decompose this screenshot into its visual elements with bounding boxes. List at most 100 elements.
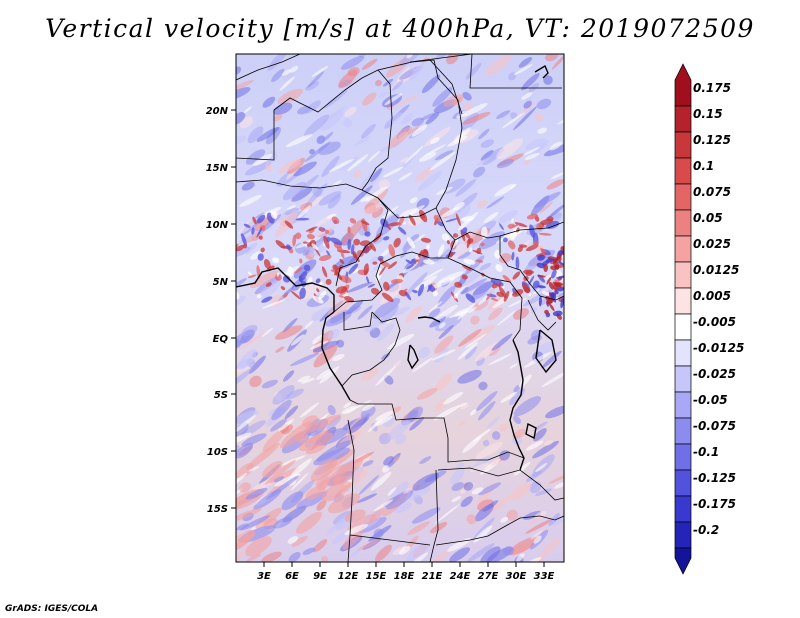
velocity-cell	[344, 509, 366, 523]
velocity-cell	[407, 521, 430, 536]
velocity-cell	[461, 227, 468, 235]
velocity-cell	[480, 150, 494, 161]
velocity-cell	[545, 54, 559, 62]
velocity-cell	[528, 82, 540, 93]
velocity-cell	[262, 429, 285, 453]
velocity-cell	[458, 420, 466, 426]
colorbar-label: -0.2	[693, 523, 719, 537]
velocity-cell	[419, 209, 428, 223]
colorbar-swatch	[674, 521, 692, 549]
velocity-cell	[315, 278, 321, 284]
velocity-cell	[512, 289, 524, 297]
velocity-cell	[536, 285, 546, 289]
velocity-cell	[338, 295, 345, 298]
velocity-cell	[383, 281, 390, 291]
velocity-cell	[497, 210, 518, 224]
velocity-cell	[246, 442, 280, 470]
velocity-cell	[362, 403, 375, 412]
velocity-cell	[294, 232, 302, 240]
velocity-cell	[372, 261, 378, 265]
velocity-cell	[261, 379, 278, 389]
lat-tick-label: 5N	[213, 277, 229, 288]
velocity-cell	[543, 75, 553, 85]
colorbar-swatch	[674, 131, 692, 159]
velocity-cell	[462, 91, 472, 101]
velocity-cell	[263, 258, 271, 269]
velocity-cell	[364, 203, 383, 215]
velocity-cell	[315, 463, 352, 487]
velocity-cell	[245, 536, 272, 557]
velocity-cell	[387, 333, 415, 350]
velocity-cell	[447, 537, 472, 552]
velocity-field	[236, 54, 564, 562]
velocity-cell	[310, 340, 329, 350]
velocity-cell	[312, 334, 325, 344]
velocity-cell	[240, 359, 250, 369]
velocity-cell	[455, 462, 465, 470]
velocity-cell	[524, 556, 542, 562]
velocity-cell	[532, 440, 560, 459]
velocity-cell	[241, 325, 258, 337]
velocity-cell	[261, 296, 273, 303]
velocity-cell	[379, 305, 399, 325]
velocity-cell	[367, 418, 383, 433]
velocity-cell	[374, 415, 393, 427]
velocity-cell	[456, 110, 467, 119]
velocity-cell	[433, 405, 460, 421]
velocity-cell	[307, 70, 325, 88]
velocity-cell	[514, 222, 528, 228]
velocity-cell	[490, 297, 499, 302]
velocity-cell	[326, 250, 331, 257]
velocity-cell	[236, 532, 256, 551]
colorbar-label: 0.175	[693, 81, 731, 95]
velocity-cell	[375, 410, 394, 421]
velocity-cell	[329, 476, 342, 487]
velocity-cell	[362, 92, 377, 106]
lon-tick-label: 21E	[422, 571, 443, 582]
velocity-cell	[546, 179, 564, 190]
velocity-cell	[365, 318, 382, 333]
velocity-cell	[409, 197, 418, 204]
velocity-cell	[476, 200, 488, 209]
velocity-cell	[418, 347, 431, 359]
velocity-cell	[285, 388, 304, 400]
velocity-cell	[546, 276, 552, 285]
velocity-cell	[478, 128, 490, 140]
velocity-cell	[324, 89, 348, 109]
velocity-cell	[431, 349, 456, 361]
velocity-cell	[453, 201, 465, 211]
velocity-cell	[536, 98, 552, 110]
velocity-cell	[344, 106, 357, 118]
colorbar-label: 0.075	[693, 185, 731, 199]
velocity-cell	[434, 335, 454, 354]
velocity-cell	[541, 248, 548, 254]
velocity-cell	[398, 172, 413, 182]
velocity-cell	[424, 144, 447, 157]
velocity-cell	[541, 370, 564, 388]
velocity-cell	[406, 54, 414, 59]
velocity-cell	[533, 421, 548, 432]
velocity-cell	[439, 322, 446, 329]
velocity-cell	[326, 213, 337, 219]
velocity-cell	[316, 369, 331, 380]
velocity-cell	[312, 295, 324, 304]
velocity-cell	[241, 233, 247, 247]
velocity-cell	[246, 553, 262, 562]
velocity-cell	[406, 542, 429, 562]
velocity-cell	[275, 346, 285, 353]
velocity-cell	[277, 158, 301, 174]
velocity-cell	[415, 256, 420, 260]
velocity-cell	[331, 216, 340, 225]
velocity-cell	[270, 418, 287, 432]
velocity-cell	[395, 95, 418, 107]
velocity-cell	[236, 244, 245, 252]
velocity-cell	[273, 102, 293, 115]
colorbar-swatch	[674, 443, 692, 471]
velocity-cell	[316, 135, 326, 144]
velocity-cell	[383, 236, 390, 241]
velocity-cell	[283, 292, 289, 298]
velocity-cell	[408, 214, 416, 226]
velocity-cell	[451, 496, 462, 502]
velocity-cell	[532, 241, 540, 246]
velocity-cell	[299, 258, 303, 264]
